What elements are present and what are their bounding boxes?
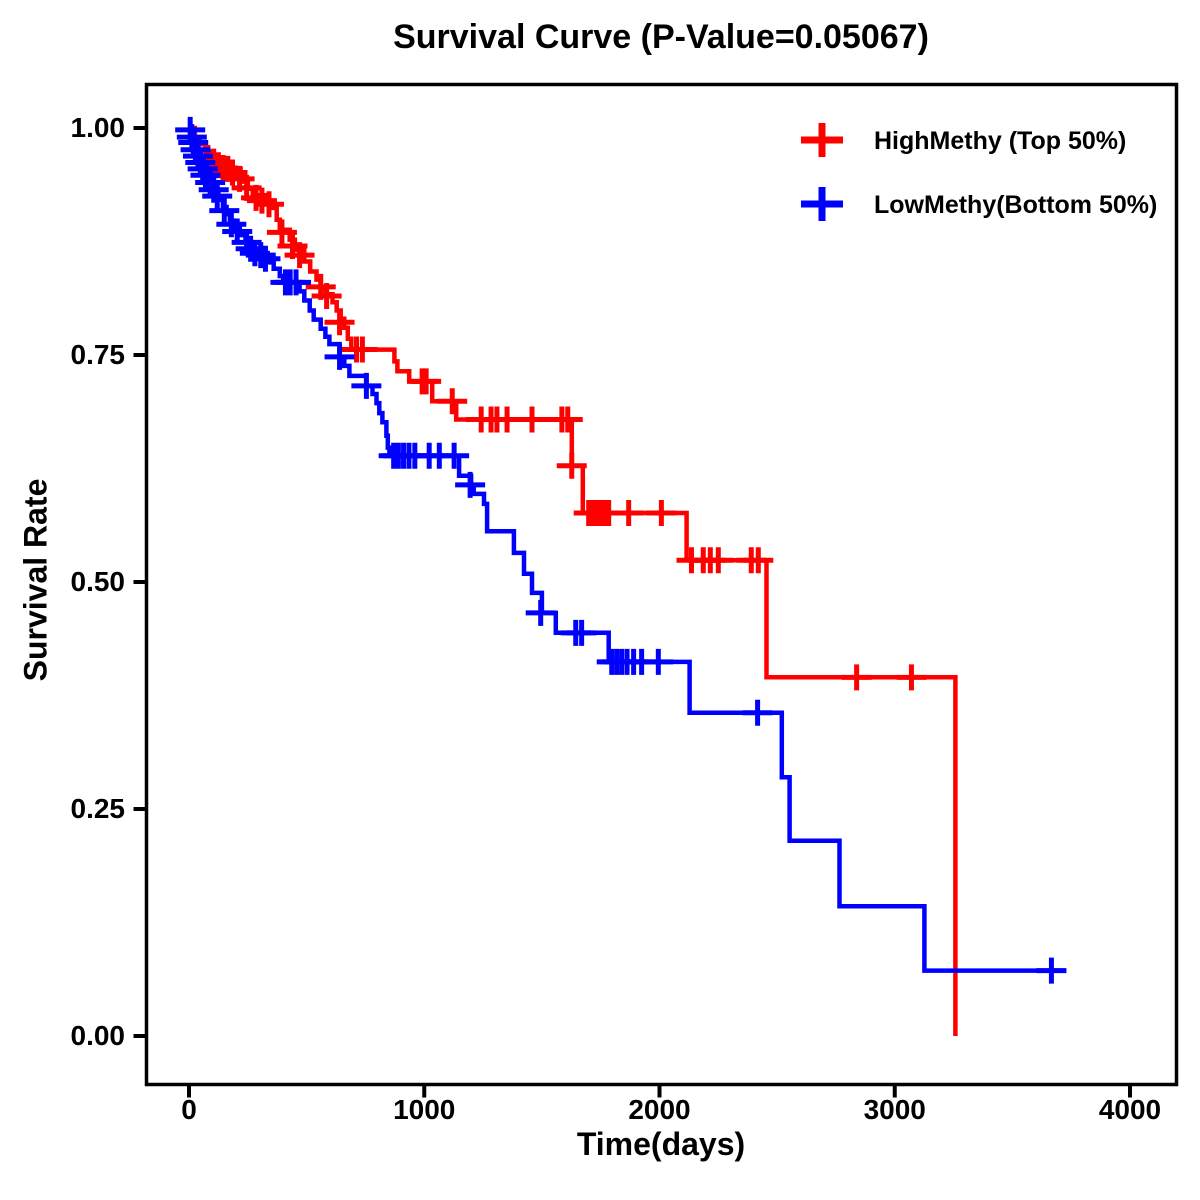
censor-plus-icon [347, 336, 378, 363]
censor-plus-icon [324, 309, 355, 336]
legend-label-highmethy: HighMethy (Top 50%) [874, 127, 1127, 155]
censor-plus-icon [324, 343, 355, 370]
censor-plus-icon [281, 269, 312, 296]
censor-plus-icon [552, 406, 583, 433]
y-tick-label: 0.00 [70, 1020, 126, 1051]
y-tick-label: 0.50 [70, 566, 126, 597]
censor-plus-icon [245, 242, 276, 269]
censor-plus-icon [643, 648, 674, 675]
censor-plus-icon [743, 547, 774, 574]
censor-plus-icon [253, 191, 284, 218]
censor-plus-icon [202, 183, 233, 210]
legend-plus-icon [801, 123, 843, 157]
censor-plus-icon [250, 245, 281, 272]
x-tick-label: 2000 [628, 1094, 691, 1125]
censor-plus-icon [311, 282, 342, 309]
censor-plus-icon [516, 406, 547, 433]
legend-label-lowmethy: LowMethy(Bottom 50%) [874, 191, 1158, 219]
censor-plus-icon [439, 442, 470, 469]
censor-plus-icon [566, 619, 597, 646]
censor-plus-icon [284, 242, 315, 269]
chart-title: Survival Curve (P-Value=0.05067) [393, 18, 929, 56]
censor-plus-icon [209, 197, 240, 224]
x-axis-title: Time(days) [576, 1126, 746, 1162]
censor-plus-icon [525, 599, 556, 626]
censor-plus-icon [703, 547, 734, 574]
censor-plus-icon [613, 499, 644, 526]
censor-plus-icon [266, 219, 297, 246]
censor-plus-icon [556, 452, 587, 479]
y-tick-label: 1.00 [70, 112, 126, 143]
censor-plus-icon [246, 187, 277, 214]
y-tick-label: 0.75 [70, 339, 126, 370]
censor-plus-icon [411, 368, 442, 395]
legend-plus-icon [801, 187, 843, 221]
censor-plus-icon [1036, 957, 1067, 984]
censor-plus-icon [351, 372, 382, 399]
censor-plus-icon [455, 471, 486, 498]
x-tick-label: 3000 [863, 1094, 926, 1125]
x-tick-label: 0 [181, 1094, 197, 1125]
x-tick-label: 4000 [1098, 1094, 1162, 1125]
x-tick-label: 1000 [393, 1094, 456, 1125]
censor-plus-icon [646, 499, 677, 526]
censor-plus-icon [742, 699, 773, 726]
plot-border [144, 82, 1179, 1087]
censor-plus-icon [841, 664, 872, 691]
censor-plus-icon [437, 388, 468, 415]
censor-plus-icon [896, 664, 927, 691]
survival-step-curve-lowmethy [189, 125, 1065, 973]
y-tick-label: 0.25 [70, 793, 126, 824]
